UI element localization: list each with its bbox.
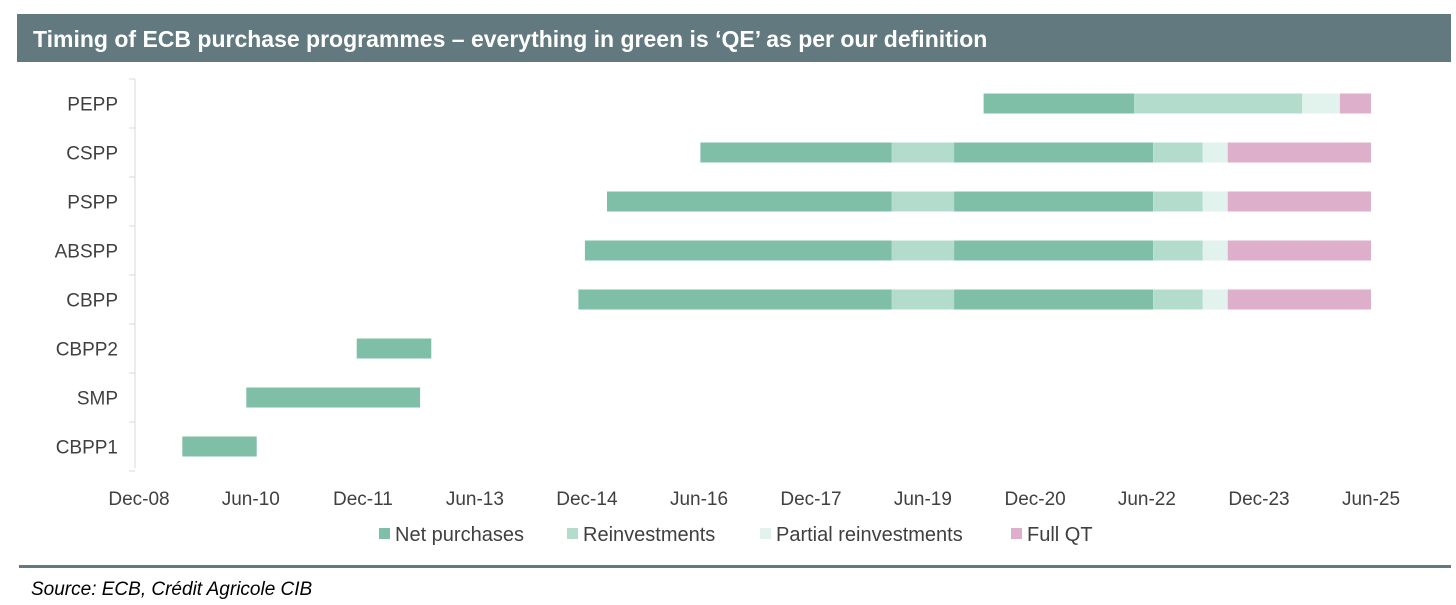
legend-swatch-qt — [1011, 528, 1022, 539]
bar-segment-abspp-qt — [1227, 240, 1371, 261]
bar-segment-cbpp-net — [578, 289, 892, 310]
bar-segment-cbpp-qt — [1227, 289, 1371, 310]
bar-segment-pepp-net — [983, 93, 1135, 114]
bar-segment-pepp-partial — [1302, 93, 1340, 114]
bar-segment-cbpp-partial — [1202, 289, 1228, 310]
category-label: CSPP — [66, 144, 118, 165]
legend-label-qt: Full QT — [1027, 524, 1093, 546]
x-tick-label: Jun-16 — [670, 489, 728, 510]
x-tick-label: Jun-10 — [222, 489, 280, 510]
bar-segment-pspp-net — [954, 191, 1153, 212]
bar-segment-pspp-reinv — [891, 191, 955, 212]
bar-segment-pspp-reinv — [1153, 191, 1203, 212]
category-label: SMP — [77, 389, 118, 410]
bar-segment-abspp-net — [584, 240, 892, 261]
bar-segment-cspp-reinv — [1153, 142, 1203, 163]
legend-label-net: Net purchases — [395, 524, 524, 546]
bar-segment-abspp-reinv — [1153, 240, 1203, 261]
category-label: CBPP1 — [56, 438, 118, 459]
x-tick-label: Jun-13 — [446, 489, 504, 510]
bar-segment-cspp-qt — [1227, 142, 1371, 163]
bar-segment-cbpp-reinv — [1153, 289, 1203, 310]
x-tick-label: Dec-08 — [108, 489, 169, 510]
chart: PEPP CSPP PSPP ABSPP CBPP CBPP2 SMP CBPP1 Dec-08… — [55, 78, 1400, 546]
x-tick-label: Dec-23 — [1228, 489, 1289, 510]
bar-segment-pepp-reinv — [1134, 93, 1303, 114]
legend-swatch-net — [379, 528, 390, 539]
legend: Net purchases Reinvestments Partial reinve… — [379, 524, 1093, 546]
legend-swatch-reinv — [567, 528, 578, 539]
x-tick-label: Dec-17 — [780, 489, 841, 510]
bar-segment-pepp-qt — [1339, 93, 1371, 114]
source-note: Source: ECB, Crédit Agricole CIB — [31, 579, 313, 600]
x-tick-label: Dec-14 — [556, 489, 618, 510]
category-label: PSPP — [67, 193, 118, 214]
plot-area: PEPP CSPP PSPP ABSPP CBPP CBPP2 SMP CBPP1 Dec-08… — [55, 78, 1400, 510]
x-tick-label: Dec-11 — [333, 489, 393, 510]
x-tick-label: Jun-19 — [894, 489, 952, 510]
bar-segment-cspp-net — [700, 142, 892, 163]
bar-segment-cbpp2-net — [356, 338, 432, 359]
bar-segment-cbpp-net — [954, 289, 1153, 310]
x-tick-label: Dec-20 — [1004, 489, 1065, 510]
x-tick-label: Jun-22 — [1118, 489, 1176, 510]
bar-segment-pspp-partial — [1202, 191, 1228, 212]
category-label: PEPP — [67, 95, 118, 116]
bar-segment-cbpp-reinv — [891, 289, 955, 310]
bar-segment-cspp-net — [954, 142, 1153, 163]
bar-segment-pspp-net — [607, 191, 892, 212]
category-label: CBPP — [66, 291, 118, 312]
bar-segment-cspp-partial — [1202, 142, 1228, 163]
bar-segment-pspp-qt — [1227, 191, 1371, 212]
bar-segment-cspp-reinv — [891, 142, 955, 163]
footer-rule — [19, 565, 1451, 568]
bar-segment-cbpp1-net — [182, 436, 257, 457]
bar-segment-abspp-net — [954, 240, 1153, 261]
x-tick-label: Jun-25 — [1342, 489, 1400, 510]
legend-label-reinv: Reinvestments — [583, 524, 715, 546]
chart-title: Timing of ECB purchase programmes – ever… — [17, 14, 1451, 62]
bar-segment-abspp-partial — [1202, 240, 1228, 261]
legend-label-partial: Partial reinvestments — [776, 524, 963, 546]
category-label: CBPP2 — [56, 340, 118, 361]
bar-segment-abspp-reinv — [891, 240, 955, 261]
category-label: ABSPP — [55, 242, 118, 263]
legend-swatch-partial — [760, 528, 771, 539]
bar-segment-smp-net — [246, 387, 421, 408]
